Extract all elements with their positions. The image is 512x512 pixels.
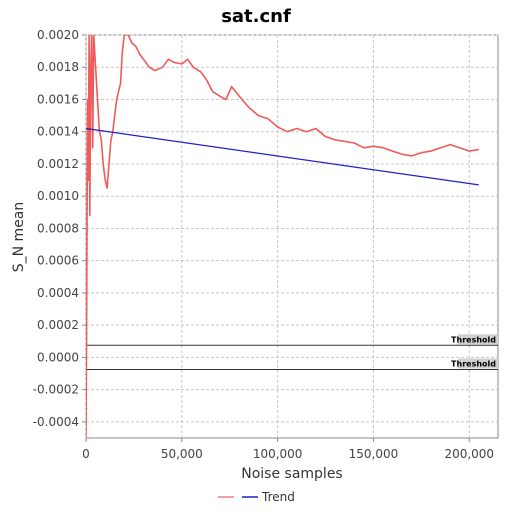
y-tick-label: 0.0008 bbox=[37, 221, 79, 235]
x-tick-label: 150,000 bbox=[349, 447, 399, 461]
y-tick-label: 0.0002 bbox=[37, 318, 79, 332]
threshold-label-box bbox=[458, 334, 498, 345]
series-group bbox=[86, 35, 479, 438]
y-axis-label: S_N mean bbox=[11, 202, 27, 273]
y-tick-label: 0.0004 bbox=[37, 286, 79, 300]
y-tick-label: 0.0000 bbox=[37, 350, 79, 364]
plot-area bbox=[85, 34, 499, 439]
x-axis-label: Noise samples bbox=[241, 466, 342, 482]
x-tick-label: 100,000 bbox=[253, 447, 303, 461]
threshold-label: Threshold bbox=[451, 335, 496, 344]
legend-label: Trend bbox=[261, 490, 295, 504]
legend: Trend bbox=[218, 490, 295, 504]
y-tick-label: 0.0012 bbox=[37, 157, 79, 171]
series-line-samples bbox=[86, 35, 479, 438]
y-tick-label: -0.0004 bbox=[33, 415, 79, 429]
x-tick-label: 50,000 bbox=[161, 447, 203, 461]
y-tick-label: 0.0010 bbox=[37, 189, 79, 203]
y-tick-label: 0.0014 bbox=[37, 125, 79, 139]
y-tick-label: 0.0020 bbox=[37, 28, 79, 42]
threshold-label: Threshold bbox=[451, 359, 496, 368]
y-tick-label: -0.0002 bbox=[33, 383, 79, 397]
series-line-trend bbox=[86, 127, 479, 186]
y-axis: -0.0004 -0.0002 0.0000 0.0002 0.0004 0.0006 0.… bbox=[33, 28, 86, 429]
threshold-label-box bbox=[458, 358, 498, 369]
chart-title: sat.cnf bbox=[221, 6, 291, 27]
x-tick-label: 200,000 bbox=[444, 447, 494, 461]
y-tick-label: 0.0016 bbox=[37, 92, 79, 106]
thresholds: Threshold Threshold bbox=[86, 334, 498, 370]
y-tick-label: 0.0018 bbox=[37, 60, 79, 74]
x-tick-label: 0 bbox=[82, 447, 90, 461]
x-axis: 0 50,000 100,000 150,000 200,000 bbox=[82, 438, 494, 461]
y-tick-label: 0.0006 bbox=[37, 254, 79, 268]
